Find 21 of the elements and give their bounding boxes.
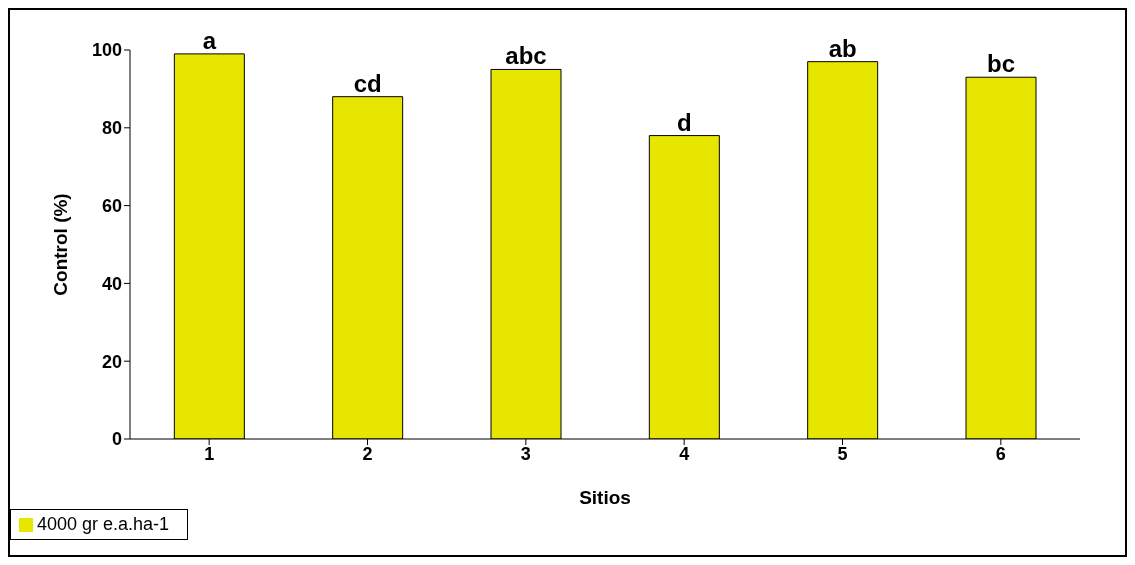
data-label: ab bbox=[828, 34, 857, 62]
data-label: cd bbox=[353, 69, 382, 97]
data-label: d bbox=[677, 108, 692, 136]
y-tick-label: 40 bbox=[101, 273, 122, 294]
y-tick-label: 80 bbox=[101, 118, 122, 139]
x-tick-label: 6 bbox=[995, 443, 1006, 464]
x-tick-label: 1 bbox=[204, 443, 215, 464]
data-label: abc bbox=[505, 42, 547, 70]
legend-label: 4000 gr e.a.ha-1 bbox=[37, 514, 170, 534]
y-tick-label: 20 bbox=[101, 351, 122, 372]
y-tick-label: 100 bbox=[91, 40, 122, 61]
x-tick-label: 5 bbox=[837, 443, 848, 464]
data-label: a bbox=[202, 26, 217, 54]
y-axis-title: Control (%) bbox=[49, 193, 71, 296]
data-label: bc bbox=[986, 50, 1016, 78]
x-tick-label: 3 bbox=[520, 443, 531, 464]
x-tick-label: 4 bbox=[679, 443, 690, 464]
y-tick-label: 0 bbox=[111, 429, 122, 450]
y-tick-label: 60 bbox=[101, 195, 122, 216]
x-axis-title: Sitios bbox=[579, 487, 631, 508]
x-tick-label: 2 bbox=[362, 443, 373, 464]
